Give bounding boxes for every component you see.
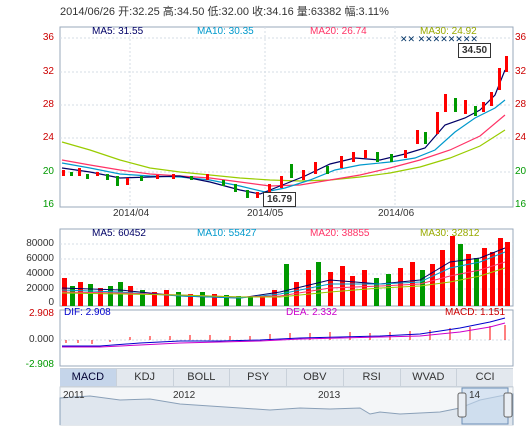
macd-panel-frame	[59, 309, 514, 367]
date-label-2014-06: 2014/06	[378, 208, 415, 219]
tab-wvad[interactable]: WVAD	[401, 369, 458, 386]
price-ma20-legend: MA20: 26.74	[310, 26, 367, 37]
price-axis-right-36: 36	[515, 32, 527, 43]
close-label: 收:	[252, 6, 267, 18]
open-value: 32.25	[132, 6, 160, 18]
price-axis-right-16: 16	[515, 199, 527, 210]
volume-ma5-legend: MA5: 60452	[92, 228, 146, 239]
price-grid	[60, 27, 513, 207]
close-value: 34.16	[266, 6, 294, 18]
high-price-tag: 34.50	[458, 43, 492, 58]
macd-axis-zero: 0.000	[28, 334, 54, 345]
timeline-label-2012: 2012	[173, 390, 196, 401]
volume-ma30-legend: MA30: 32812	[420, 228, 480, 239]
timeline-label-2013: 2013	[318, 390, 341, 401]
timeline-left-handle[interactable]	[457, 392, 467, 418]
low-price-tag: 16.79	[263, 192, 297, 207]
tab-obv[interactable]: OBV	[287, 369, 344, 386]
price-axis-left-36: 36	[42, 32, 54, 43]
price-axis-right-20: 20	[515, 166, 527, 177]
price-axis-right-28: 28	[515, 99, 527, 110]
open-label: 开:	[118, 6, 133, 18]
tab-macd[interactable]: MACD	[60, 369, 117, 386]
ma30-line	[61, 129, 506, 182]
tab-psy[interactable]: PSY	[230, 369, 287, 386]
volume-value: 63382	[310, 6, 342, 18]
period-markers: ✕✕ ✕✕✕✕✕✕✕✕	[400, 34, 478, 44]
quote-info-bar: 2014/06/26 开:32.25 高:34.50 低:32.00 收:34.…	[60, 3, 389, 19]
timeline-label-14: 14	[469, 390, 481, 401]
volume-ma30-line	[61, 267, 506, 298]
price-axis-left-28: 28	[42, 99, 54, 110]
price-ma30-legend: MA30: 24.92	[420, 26, 477, 37]
volume-axis-60000: 60000	[26, 253, 54, 264]
tab-rsi[interactable]: RSI	[344, 369, 401, 386]
candlesticks	[62, 56, 508, 198]
change-label: 幅:	[344, 6, 359, 18]
date-label-2014-05: 2014/05	[247, 208, 284, 219]
volume-ma10-legend: MA10: 55427	[197, 228, 257, 239]
volume-axis-40000: 40000	[26, 268, 54, 279]
price-axis-left-32: 32	[42, 66, 54, 77]
volume-axis-0: 0	[48, 297, 54, 308]
dif-line	[62, 317, 506, 347]
dif-legend: DIF: 2.908	[64, 307, 111, 318]
tab-boll[interactable]: BOLL	[174, 369, 231, 386]
macd-axis-bottom: -2.908	[25, 359, 54, 370]
price-axis-right-32: 32	[515, 66, 527, 77]
tab-kdj[interactable]: KDJ	[117, 369, 174, 386]
ma10-line	[61, 99, 506, 193]
price-ma5-legend: MA5: 31.55	[92, 26, 144, 37]
volume-label: 量:	[296, 6, 311, 18]
dea-line	[62, 322, 506, 348]
low-label: 低:	[207, 6, 222, 18]
ma5-line	[61, 69, 506, 195]
high-label: 高:	[162, 6, 177, 18]
volume-axis-80000: 80000	[26, 238, 54, 249]
date-label-2014-04: 2014/04	[113, 208, 150, 219]
tab-cci[interactable]: CCI	[475, 371, 495, 383]
macd-axis-top: 2.908	[28, 308, 54, 319]
timeline-right-handle[interactable]	[503, 392, 513, 418]
date-text: 2014/06/26	[60, 6, 116, 18]
low-value: 32.00	[221, 6, 250, 18]
high-value: 34.50	[176, 6, 205, 18]
timeline-label-2011: 2011	[63, 390, 85, 401]
volume-axis-20000: 20000	[26, 283, 54, 294]
ma20-line	[61, 114, 506, 187]
price-axis-left-20: 20	[42, 166, 54, 177]
price-axis-left-16: 16	[42, 199, 54, 210]
price-axis-right-24: 24	[515, 132, 527, 143]
indicator-tabs: MACD KDJ BOLL PSY OBV RSI WVAD CCI	[60, 368, 513, 387]
change-value: 3.11%	[358, 6, 389, 18]
dea-legend: DEA: 2.332	[286, 307, 338, 318]
price-axis-left-24: 24	[42, 132, 54, 143]
macd-legend: MACD: 1.151	[445, 307, 506, 318]
volume-ma20-legend: MA20: 38855	[310, 228, 370, 239]
price-ma10-legend: MA10: 30.35	[197, 26, 254, 37]
